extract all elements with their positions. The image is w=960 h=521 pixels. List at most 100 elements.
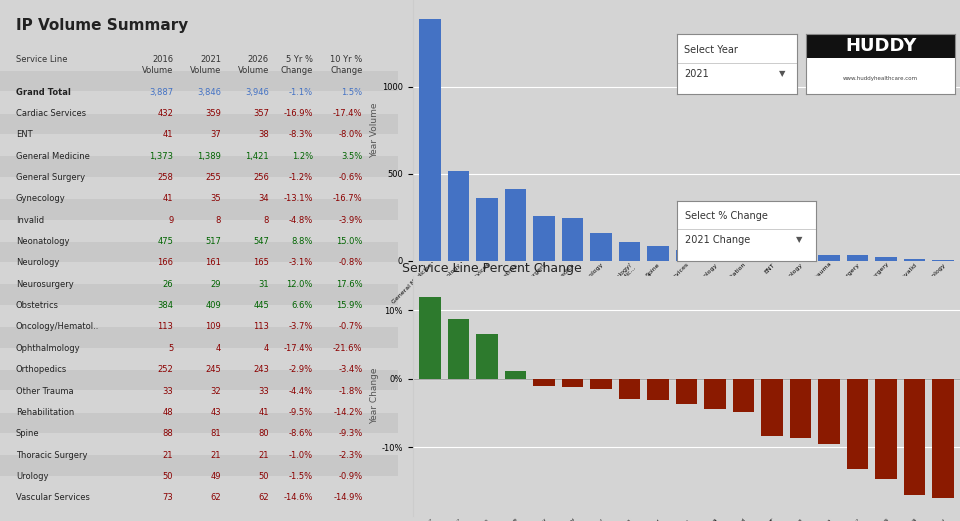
Text: 547: 547 <box>253 237 269 246</box>
Bar <box>761 379 782 436</box>
Bar <box>647 379 668 400</box>
Bar <box>476 198 497 260</box>
Text: Select % Change: Select % Change <box>685 212 768 221</box>
Bar <box>705 379 726 409</box>
Text: 10 Yr %
Change: 10 Yr % Change <box>330 55 363 75</box>
Text: Other Trauma: Other Trauma <box>16 387 74 395</box>
Text: 256: 256 <box>253 173 269 182</box>
Text: 1,421: 1,421 <box>246 152 269 160</box>
Text: -4.4%: -4.4% <box>289 387 313 395</box>
Text: Invalid: Invalid <box>16 216 44 225</box>
Text: -2.3%: -2.3% <box>338 451 363 460</box>
Text: Select Year: Select Year <box>684 45 738 55</box>
Text: -2.9%: -2.9% <box>289 365 313 374</box>
Y-axis label: Year Volume: Year Volume <box>371 103 379 158</box>
Bar <box>0 327 398 348</box>
Bar <box>806 34 955 58</box>
Text: 50: 50 <box>163 472 174 481</box>
Text: 33: 33 <box>162 387 174 395</box>
Text: 15.9%: 15.9% <box>336 301 363 310</box>
Text: 62: 62 <box>258 493 269 502</box>
Text: 475: 475 <box>157 237 174 246</box>
Text: Thoracic Surgery: Thoracic Surgery <box>16 451 87 460</box>
Text: IP Volume Summary: IP Volume Summary <box>16 18 188 33</box>
Text: -16.7%: -16.7% <box>333 194 363 203</box>
Bar <box>0 242 398 262</box>
Text: 43: 43 <box>210 408 221 417</box>
Text: -8.0%: -8.0% <box>338 130 363 139</box>
Text: 81: 81 <box>210 429 221 438</box>
Text: 243: 243 <box>253 365 269 374</box>
Text: Neurosurgery: Neurosurgery <box>16 280 74 289</box>
Text: 15.0%: 15.0% <box>336 237 363 246</box>
Text: -1.8%: -1.8% <box>338 387 363 395</box>
Text: 9: 9 <box>168 216 174 225</box>
Text: 166: 166 <box>157 258 174 267</box>
Text: 32: 32 <box>210 387 221 395</box>
Bar <box>876 257 897 260</box>
Bar <box>903 259 925 260</box>
Text: -14.9%: -14.9% <box>333 493 363 502</box>
Text: 255: 255 <box>205 173 221 182</box>
Text: -1.0%: -1.0% <box>289 451 313 460</box>
Text: 80: 80 <box>258 429 269 438</box>
Text: General Medicine: General Medicine <box>16 152 90 160</box>
Text: 49: 49 <box>210 472 221 481</box>
Bar <box>732 379 755 412</box>
Text: 384: 384 <box>157 301 174 310</box>
Text: -21.6%: -21.6% <box>333 344 363 353</box>
Bar <box>533 216 555 260</box>
Text: 432: 432 <box>157 109 174 118</box>
Text: Service Line Percent Change: Service Line Percent Change <box>402 262 582 275</box>
Text: ▼: ▼ <box>796 235 803 244</box>
Bar <box>0 156 398 177</box>
Text: 3,846: 3,846 <box>197 88 221 96</box>
Text: -17.4%: -17.4% <box>333 109 363 118</box>
Text: -17.4%: -17.4% <box>283 344 313 353</box>
Bar <box>618 242 640 260</box>
Text: -4.8%: -4.8% <box>289 216 313 225</box>
Text: -9.5%: -9.5% <box>289 408 313 417</box>
Text: 8.8%: 8.8% <box>292 237 313 246</box>
Text: HUDDY: HUDDY <box>845 37 917 55</box>
Text: 409: 409 <box>205 301 221 310</box>
Text: 113: 113 <box>157 322 174 331</box>
Text: -1.2%: -1.2% <box>289 173 313 182</box>
Bar <box>0 455 398 476</box>
Text: -8.6%: -8.6% <box>288 429 313 438</box>
Text: 29: 29 <box>210 280 221 289</box>
Text: 6.6%: 6.6% <box>292 301 313 310</box>
Bar <box>876 379 897 479</box>
Text: 21: 21 <box>210 451 221 460</box>
Text: -9.3%: -9.3% <box>338 429 363 438</box>
Text: 21: 21 <box>163 451 174 460</box>
Bar <box>562 379 583 387</box>
Bar <box>505 190 526 260</box>
Bar <box>790 254 811 260</box>
Text: -8.3%: -8.3% <box>288 130 313 139</box>
Text: 1,373: 1,373 <box>150 152 174 160</box>
Bar <box>761 254 782 260</box>
Text: -3.7%: -3.7% <box>288 322 313 331</box>
Text: 2016
Volume: 2016 Volume <box>142 55 174 75</box>
Bar <box>0 114 398 134</box>
Bar <box>903 379 925 494</box>
Text: Neonatology: Neonatology <box>16 237 69 246</box>
Text: -1.5%: -1.5% <box>289 472 313 481</box>
Text: 517: 517 <box>205 237 221 246</box>
Bar <box>420 296 441 379</box>
Text: 12.0%: 12.0% <box>286 280 313 289</box>
Bar <box>0 370 398 390</box>
Text: Vascular Services: Vascular Services <box>16 493 90 502</box>
Bar <box>618 379 640 399</box>
Text: 245: 245 <box>205 365 221 374</box>
Text: Rehabilitation: Rehabilitation <box>16 408 74 417</box>
Text: 4: 4 <box>216 344 221 353</box>
Bar <box>847 255 868 260</box>
Bar <box>676 379 697 404</box>
Bar <box>847 379 868 468</box>
Text: -3.1%: -3.1% <box>289 258 313 267</box>
Text: 62: 62 <box>210 493 221 502</box>
Text: 48: 48 <box>162 408 174 417</box>
Bar <box>590 379 612 389</box>
